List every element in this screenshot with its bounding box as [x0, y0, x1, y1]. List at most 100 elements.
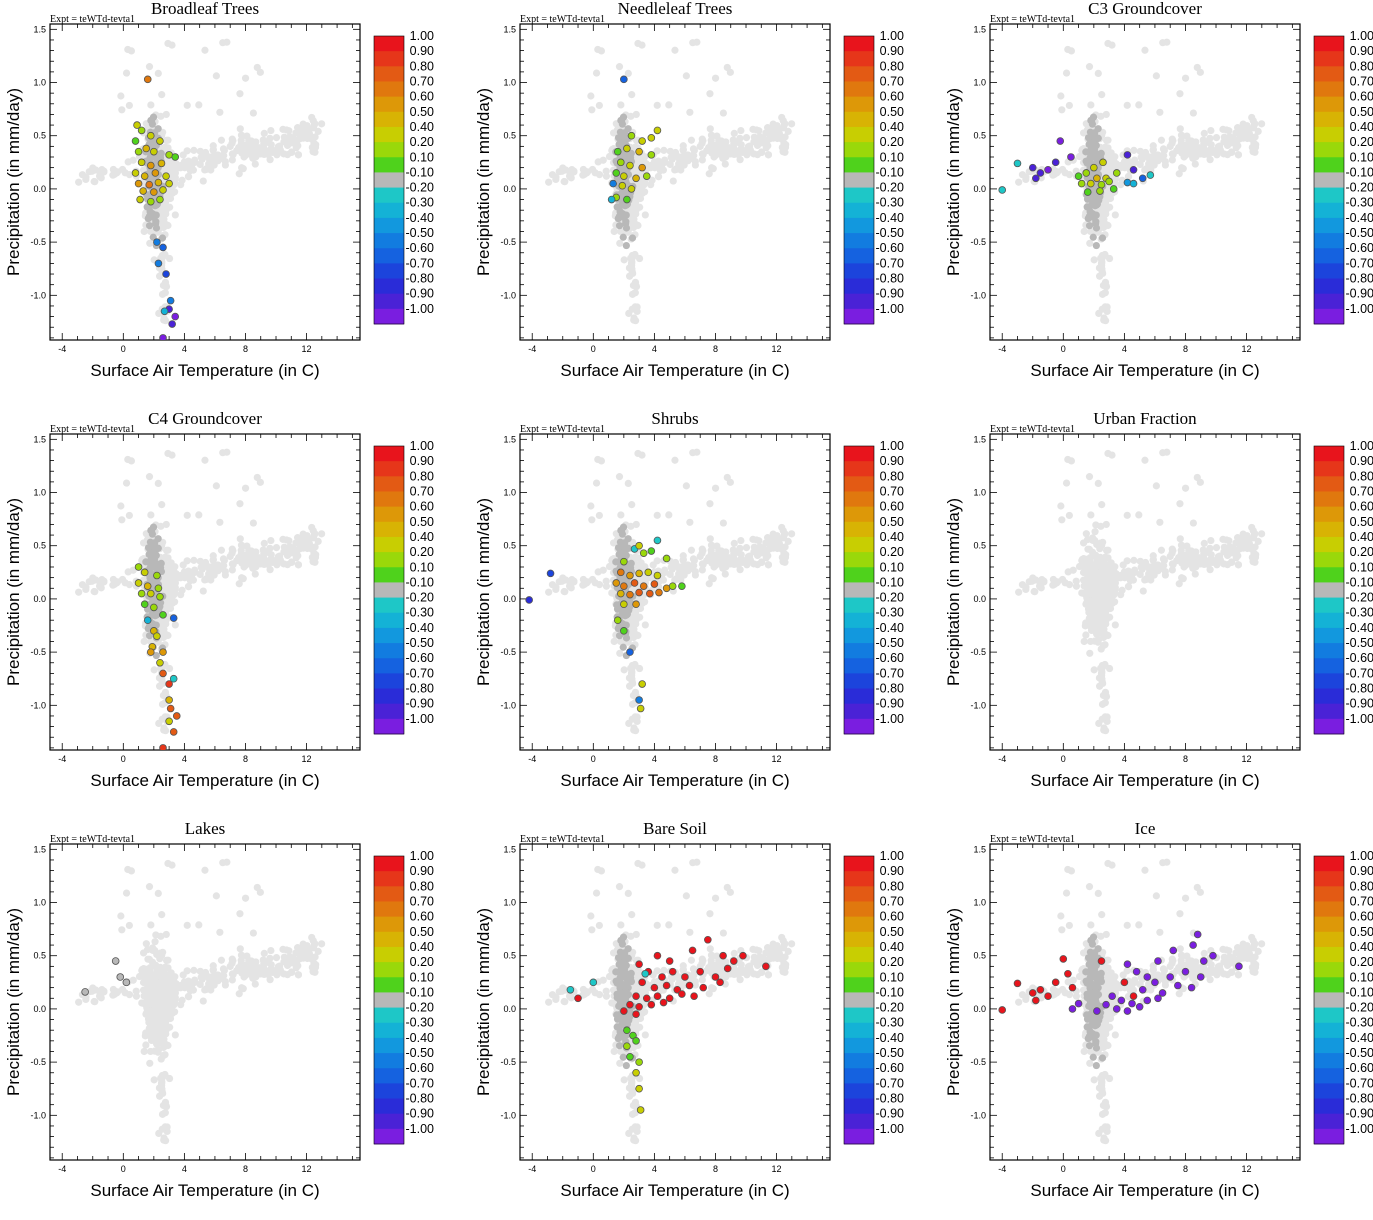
- data-point: [170, 729, 177, 736]
- background-point: [250, 519, 257, 526]
- data-point: [1124, 151, 1131, 158]
- background-point: [162, 289, 169, 296]
- background-point: [1122, 161, 1129, 168]
- background-point: [117, 92, 124, 99]
- background-point: [308, 524, 315, 531]
- background-point: [315, 128, 322, 135]
- colorbar-label: -0.70: [1346, 256, 1373, 270]
- colorbar-swatch: [374, 507, 404, 523]
- background-point: [730, 140, 737, 147]
- colorbar-swatch: [374, 476, 404, 492]
- background-point: [693, 39, 700, 46]
- background-point: [720, 109, 727, 116]
- background-point: [158, 501, 165, 508]
- colorbar-label: 0.90: [410, 454, 434, 468]
- background-point: [707, 535, 714, 542]
- background-point: [683, 72, 690, 79]
- background-point: [1252, 141, 1259, 148]
- background-point: [750, 560, 757, 567]
- background-point: [1103, 111, 1110, 118]
- background-point: [236, 90, 243, 97]
- background-point: [630, 317, 637, 324]
- background-point: [238, 574, 245, 581]
- neutral-point: [617, 129, 624, 136]
- background-point: [242, 562, 249, 569]
- x-tick-label: 12: [1242, 344, 1252, 354]
- data-point: [170, 615, 177, 622]
- colorbar-label: 0.60: [410, 90, 434, 104]
- background-point: [162, 282, 169, 289]
- x-tick-label: 8: [713, 754, 718, 764]
- background-point: [616, 473, 623, 480]
- colorbar-swatch: [1314, 218, 1344, 234]
- background-point: [118, 106, 125, 113]
- background-point: [213, 72, 220, 79]
- colorbar-label: 0.50: [410, 515, 434, 529]
- data-point: [620, 76, 627, 83]
- background-point: [163, 521, 170, 528]
- x-tick-label: 0: [1061, 344, 1066, 354]
- data-point: [636, 148, 643, 155]
- data-point: [160, 649, 167, 656]
- y-tick-label: 1.0: [973, 78, 986, 88]
- background-point: [661, 566, 668, 573]
- background-point: [318, 530, 325, 537]
- y-tick-label: 0.0: [503, 594, 516, 604]
- background-point: [1100, 317, 1107, 324]
- background-point: [257, 69, 264, 76]
- background-point: [1102, 143, 1109, 150]
- background-point: [318, 120, 325, 127]
- data-point: [1130, 180, 1137, 187]
- background-point: [616, 240, 623, 247]
- colorbar-swatch: [844, 233, 874, 249]
- y-tick-label: 1.0: [503, 78, 516, 88]
- background-point: [1096, 273, 1103, 280]
- colorbar-swatch: [374, 522, 404, 538]
- background-point: [1102, 282, 1109, 289]
- data-point: [619, 182, 626, 189]
- data-point: [628, 132, 635, 139]
- colorbar-swatch: [1314, 172, 1344, 188]
- data-point: [144, 76, 151, 83]
- data-point: [155, 585, 162, 592]
- x-tick-label: -4: [528, 344, 536, 354]
- neutral-point: [625, 535, 632, 542]
- background-point: [630, 216, 637, 223]
- data-point: [1147, 172, 1154, 179]
- background-point: [146, 473, 153, 480]
- data-point: [144, 617, 151, 624]
- background-point: [633, 111, 640, 118]
- data-point: [147, 649, 154, 656]
- data-point: [614, 148, 621, 155]
- neutral-point: [621, 212, 628, 219]
- data-point: [172, 313, 179, 320]
- data-point: [137, 196, 144, 203]
- background-point: [201, 47, 208, 54]
- data-point: [163, 173, 170, 180]
- background-point: [778, 524, 785, 531]
- background-point: [660, 147, 667, 154]
- background-point: [100, 578, 107, 585]
- background-point: [629, 306, 636, 313]
- data-point: [1110, 186, 1117, 193]
- neutral-point: [618, 117, 625, 124]
- background-point: [719, 155, 726, 162]
- background-point: [770, 540, 777, 547]
- background-point: [749, 536, 756, 543]
- colorbar-label: 0.70: [410, 484, 434, 498]
- background-point: [730, 550, 737, 557]
- background-point: [596, 512, 603, 519]
- data-point: [639, 138, 646, 145]
- background-point: [1182, 152, 1189, 159]
- y-tick-label: 0.5: [973, 131, 986, 141]
- background-point: [203, 576, 210, 583]
- data-point: [160, 670, 167, 677]
- background-point: [1086, 240, 1093, 247]
- data-point: [155, 179, 162, 186]
- background-point: [75, 179, 82, 186]
- colorbar-label: 0.80: [1350, 59, 1373, 73]
- background-point: [311, 530, 318, 537]
- colorbar-swatch: [374, 203, 404, 219]
